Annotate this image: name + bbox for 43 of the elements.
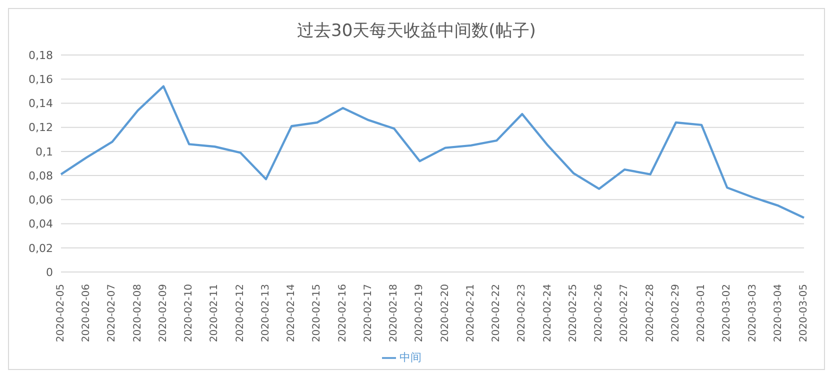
x-tick-label: 2020-03-02	[722, 284, 733, 342]
x-tick-label: 2020-02-22	[491, 284, 502, 342]
y-tick-label: 0,02	[28, 242, 53, 255]
x-tick-label: 2020-02-14	[286, 284, 298, 342]
x-tick-label: 2020-02-25	[568, 284, 579, 342]
x-tick-label: 2020-02-24	[542, 284, 554, 342]
x-tick-label: 2020-02-09	[158, 284, 169, 342]
x-tick-label: 2020-02-11	[209, 284, 220, 342]
y-tick-label: 0,1	[36, 145, 53, 158]
x-tick-label: 2020-02-21	[465, 284, 476, 342]
x-tick-label: 2020-02-07	[106, 284, 118, 342]
x-tick-label: 2020-02-20	[440, 284, 451, 342]
x-tick-label: 2020-03-05	[798, 284, 810, 342]
x-tick-label: 2020-02-13	[260, 284, 272, 342]
x-tick-label: 2020-02-08	[132, 284, 144, 342]
y-tick-label: 0,12	[28, 121, 53, 134]
x-tick-label: 2020-02-27	[619, 284, 630, 342]
x-tick-label: 2020-03-03	[747, 284, 758, 342]
x-tick-label: 2020-02-18	[388, 284, 400, 342]
y-tick-label: 0,14	[28, 97, 53, 110]
line-series	[60, 85, 806, 219]
y-tick-label: 0,18	[28, 48, 53, 62]
y-tick-label: 0,06	[28, 194, 53, 207]
x-tick-label: 2020-02-05	[56, 284, 66, 342]
x-tick-label: 2020-03-04	[772, 284, 784, 342]
x-tick-label: 2020-02-23	[516, 284, 528, 342]
x-tick-label: 2020-02-16	[337, 284, 348, 342]
x-tick-label: 2020-02-06	[81, 284, 92, 342]
x-tick-label: 2020-02-29	[670, 284, 682, 342]
chart-title: 过去30天每天收益中间数(帖子)	[296, 20, 537, 43]
x-tick-label: 2020-02-28	[644, 284, 656, 342]
x-tick-label: 2020-02-12	[234, 284, 246, 342]
legend-label: 中间	[400, 351, 422, 364]
y-tick-label: 0,08	[28, 169, 53, 182]
x-tick-label: 2020-02-26	[594, 284, 605, 342]
x-tick-label: 2020-02-15	[312, 284, 323, 342]
x-tick-label: 2020-03-01	[696, 284, 708, 342]
y-tick-label: 0,16	[28, 73, 53, 86]
x-tick-label: 2020-02-17	[362, 284, 374, 342]
x-tick-label: 2020-02-10	[184, 284, 195, 342]
y-tick-label: 0	[46, 266, 53, 279]
y-tick-label: 0,04	[28, 218, 53, 231]
x-tick-label: 2020-02-19	[414, 284, 426, 342]
